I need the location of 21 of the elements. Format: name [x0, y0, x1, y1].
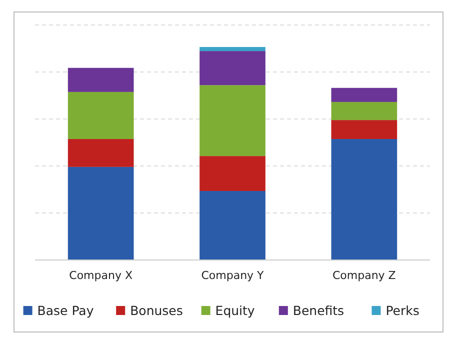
bar: [68, 139, 134, 167]
x-tick-label: Company X: [69, 269, 133, 282]
bar: [331, 139, 398, 260]
bar: [200, 47, 266, 52]
bar: [68, 92, 134, 140]
legend-label: Perks: [386, 303, 420, 318]
bar: [200, 51, 266, 86]
bar: [200, 190, 266, 260]
legend-label: Bonuses: [130, 303, 183, 318]
bar: [68, 68, 134, 92]
bar: [331, 102, 398, 120]
bar: [200, 156, 266, 191]
legend-label: Base Pay: [37, 303, 94, 318]
bar: [200, 85, 266, 156]
x-tick-label: Company Z: [332, 269, 396, 282]
bar: [331, 120, 398, 140]
bar: [331, 88, 398, 102]
x-tick-label: Company Y: [201, 269, 264, 282]
bar: [68, 166, 134, 260]
legend-label: Equity: [215, 303, 256, 318]
legend-label: Benefits: [292, 303, 344, 318]
